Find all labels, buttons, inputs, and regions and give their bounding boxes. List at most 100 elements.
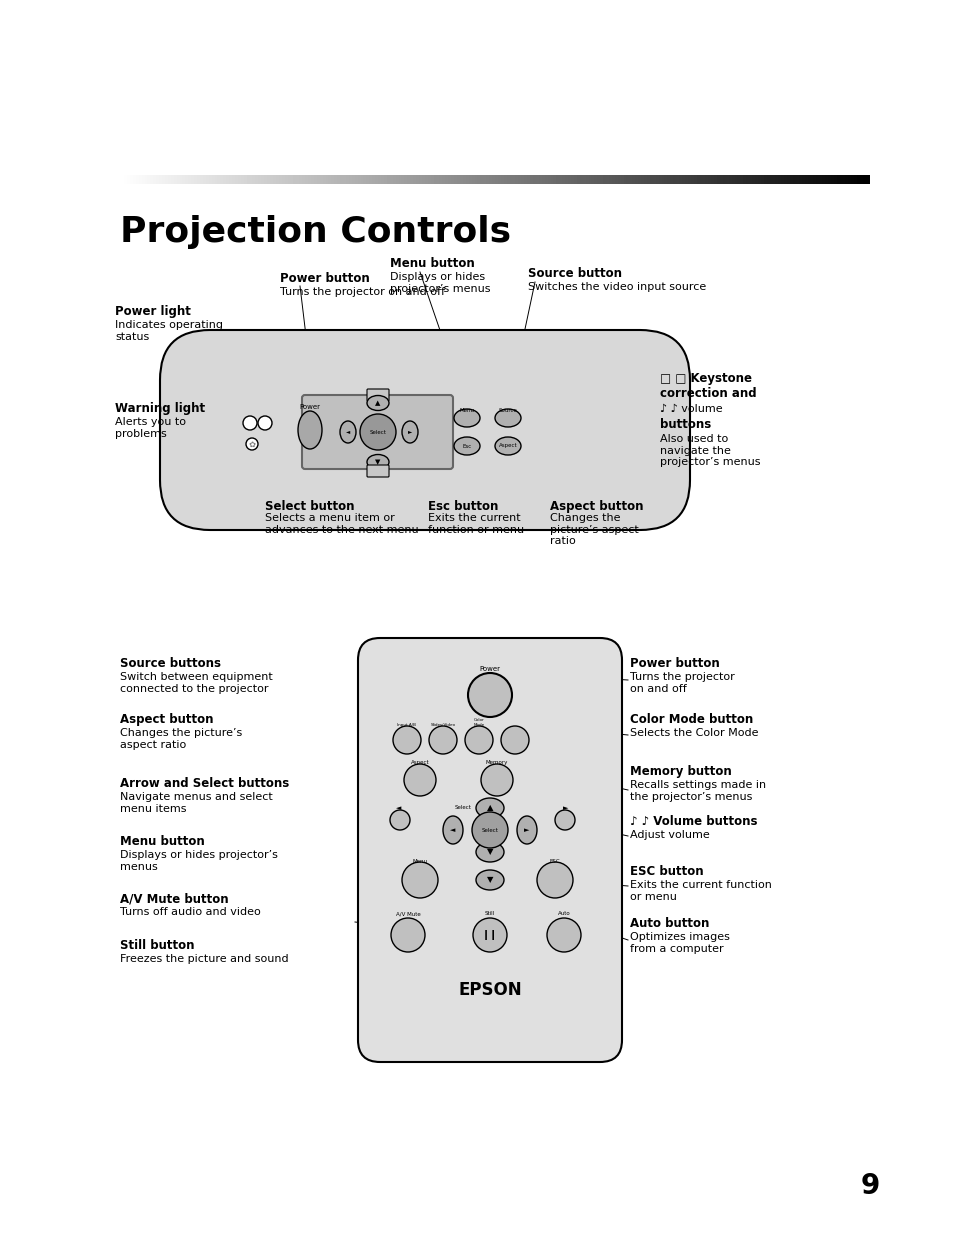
Ellipse shape xyxy=(476,842,503,862)
Ellipse shape xyxy=(517,816,537,844)
Text: ►: ► xyxy=(524,827,529,832)
Text: Menu: Menu xyxy=(412,860,427,864)
Circle shape xyxy=(390,810,410,830)
Text: Selects the Color Mode: Selects the Color Mode xyxy=(629,727,758,739)
Text: Navigate menus and select
menu items: Navigate menus and select menu items xyxy=(120,792,273,814)
Circle shape xyxy=(401,862,437,898)
Text: Switches the video input source: Switches the video input source xyxy=(527,282,705,291)
Text: Still button: Still button xyxy=(120,939,194,952)
Text: Displays or hides projector’s
menus: Displays or hides projector’s menus xyxy=(120,850,277,872)
Text: ESC button: ESC button xyxy=(629,864,703,878)
Text: Aspect: Aspect xyxy=(498,443,517,448)
Circle shape xyxy=(359,414,395,450)
Text: ◄: ◄ xyxy=(346,430,350,435)
Text: Power light: Power light xyxy=(115,305,191,317)
Text: Arrow and Select buttons: Arrow and Select buttons xyxy=(120,777,289,790)
Text: Menu button: Menu button xyxy=(120,835,205,848)
Text: Power button: Power button xyxy=(629,657,719,671)
Ellipse shape xyxy=(454,437,479,454)
Circle shape xyxy=(537,862,573,898)
Text: Power: Power xyxy=(299,404,320,410)
Text: Turns off audio and video: Turns off audio and video xyxy=(120,906,260,918)
Text: Exits the current function
or menu: Exits the current function or menu xyxy=(629,881,771,902)
Circle shape xyxy=(393,726,420,755)
Text: ▼: ▼ xyxy=(486,876,493,884)
Text: Aspect: Aspect xyxy=(410,760,429,764)
Text: Turns the projector on and off: Turns the projector on and off xyxy=(280,287,444,296)
Text: □ □ Keystone: □ □ Keystone xyxy=(659,372,751,385)
Circle shape xyxy=(546,918,580,952)
Text: ♪ ♪ volume: ♪ ♪ volume xyxy=(659,404,721,414)
Text: Recalls settings made in
the projector’s menus: Recalls settings made in the projector’s… xyxy=(629,781,765,802)
Circle shape xyxy=(500,726,529,755)
Text: ♪ ♪ Volume buttons: ♪ ♪ Volume buttons xyxy=(629,815,757,827)
Text: Indicates operating
status: Indicates operating status xyxy=(115,320,223,342)
Circle shape xyxy=(468,673,512,718)
Text: Also used to
navigate the
projector’s menus: Also used to navigate the projector’s me… xyxy=(659,433,760,467)
Text: Power: Power xyxy=(479,666,500,672)
Text: Menu: Menu xyxy=(459,408,474,412)
Text: ◄: ◄ xyxy=(395,805,401,811)
Text: ◄: ◄ xyxy=(450,827,456,832)
Ellipse shape xyxy=(476,798,503,818)
Text: Warning light: Warning light xyxy=(115,403,205,415)
Text: ▲: ▲ xyxy=(375,400,380,406)
Text: Color
Mode: Color Mode xyxy=(473,719,484,727)
Ellipse shape xyxy=(401,421,417,443)
FancyBboxPatch shape xyxy=(367,389,389,401)
Text: 9: 9 xyxy=(860,1172,879,1200)
Text: Projection Controls: Projection Controls xyxy=(120,215,511,249)
FancyBboxPatch shape xyxy=(302,395,453,469)
Text: Freezes the picture and sound: Freezes the picture and sound xyxy=(120,953,289,965)
Text: ►: ► xyxy=(562,805,568,811)
Circle shape xyxy=(257,416,272,430)
Text: Changes the picture’s
aspect ratio: Changes the picture’s aspect ratio xyxy=(120,727,242,750)
Text: Changes the
picture’s aspect
ratio: Changes the picture’s aspect ratio xyxy=(550,513,639,546)
Text: ►: ► xyxy=(408,430,412,435)
Text: Alerts you to
problems: Alerts you to problems xyxy=(115,417,186,438)
Text: Color Mode button: Color Mode button xyxy=(629,713,753,726)
Text: Auto: Auto xyxy=(558,911,570,916)
Text: ❙❙: ❙❙ xyxy=(481,930,497,940)
Text: Displays or hides
projector’s menus: Displays or hides projector’s menus xyxy=(390,272,490,294)
Text: Select: Select xyxy=(369,430,386,435)
Text: ESC: ESC xyxy=(549,860,559,864)
Ellipse shape xyxy=(454,409,479,427)
Text: Esc: Esc xyxy=(462,443,471,448)
Ellipse shape xyxy=(442,816,462,844)
Ellipse shape xyxy=(476,869,503,890)
Circle shape xyxy=(243,416,256,430)
Text: Adjust volume: Adjust volume xyxy=(629,830,709,840)
Circle shape xyxy=(246,438,257,450)
Text: Select: Select xyxy=(481,827,497,832)
Text: ▼: ▼ xyxy=(375,459,380,466)
Circle shape xyxy=(464,726,493,755)
Text: Aspect button: Aspect button xyxy=(550,500,643,513)
Text: Slides/Video: Slides/Video xyxy=(430,722,455,727)
Text: ▼: ▼ xyxy=(486,847,493,857)
Text: Still: Still xyxy=(484,911,495,916)
Ellipse shape xyxy=(297,411,322,450)
Text: A/V Mute: A/V Mute xyxy=(395,911,420,916)
Text: Input A/B: Input A/B xyxy=(397,722,416,727)
FancyBboxPatch shape xyxy=(160,330,689,530)
Text: Power button: Power button xyxy=(280,272,370,285)
FancyBboxPatch shape xyxy=(357,638,621,1062)
Text: ✿: ✿ xyxy=(248,440,255,448)
Text: ▲: ▲ xyxy=(486,804,493,813)
Circle shape xyxy=(480,764,513,797)
Ellipse shape xyxy=(367,395,389,410)
Text: Auto button: Auto button xyxy=(629,918,709,930)
Text: Esc button: Esc button xyxy=(428,500,497,513)
Text: Select button: Select button xyxy=(265,500,355,513)
Text: Exits the current
function or menu: Exits the current function or menu xyxy=(428,513,523,535)
Text: Source buttons: Source buttons xyxy=(120,657,221,671)
Text: EPSON: EPSON xyxy=(457,981,521,999)
Text: buttons: buttons xyxy=(659,417,711,431)
Circle shape xyxy=(472,811,507,848)
Text: Turns the projector
on and off: Turns the projector on and off xyxy=(629,672,734,694)
Text: A/V Mute button: A/V Mute button xyxy=(120,892,229,905)
Text: Memory: Memory xyxy=(485,760,508,764)
Text: correction and: correction and xyxy=(659,387,756,400)
Text: Memory button: Memory button xyxy=(629,764,731,778)
